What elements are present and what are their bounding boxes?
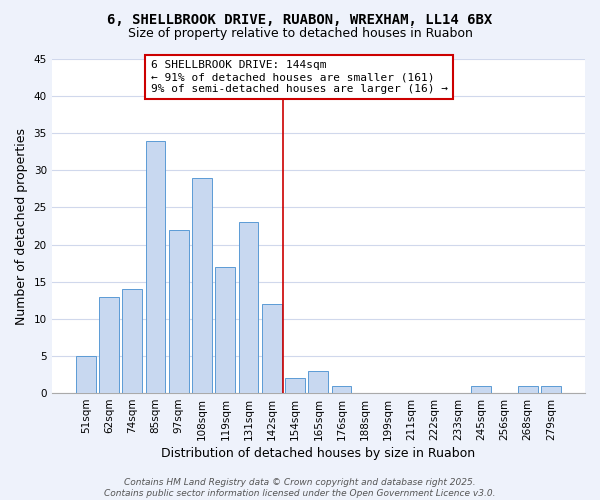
- Bar: [215, 267, 235, 393]
- Bar: [471, 386, 491, 393]
- X-axis label: Distribution of detached houses by size in Ruabon: Distribution of detached houses by size …: [161, 447, 475, 460]
- Bar: [285, 378, 305, 393]
- Bar: [308, 371, 328, 393]
- Bar: [192, 178, 212, 393]
- Bar: [169, 230, 188, 393]
- Text: Contains HM Land Registry data © Crown copyright and database right 2025.
Contai: Contains HM Land Registry data © Crown c…: [104, 478, 496, 498]
- Bar: [332, 386, 352, 393]
- Bar: [239, 222, 259, 393]
- Text: Size of property relative to detached houses in Ruabon: Size of property relative to detached ho…: [128, 28, 472, 40]
- Y-axis label: Number of detached properties: Number of detached properties: [15, 128, 28, 324]
- Bar: [99, 296, 119, 393]
- Bar: [518, 386, 538, 393]
- Text: 6 SHELLBROOK DRIVE: 144sqm
← 91% of detached houses are smaller (161)
9% of semi: 6 SHELLBROOK DRIVE: 144sqm ← 91% of deta…: [151, 60, 448, 94]
- Bar: [122, 289, 142, 393]
- Bar: [541, 386, 561, 393]
- Bar: [76, 356, 95, 393]
- Bar: [262, 304, 282, 393]
- Text: 6, SHELLBROOK DRIVE, RUABON, WREXHAM, LL14 6BX: 6, SHELLBROOK DRIVE, RUABON, WREXHAM, LL…: [107, 12, 493, 26]
- Bar: [146, 140, 166, 393]
